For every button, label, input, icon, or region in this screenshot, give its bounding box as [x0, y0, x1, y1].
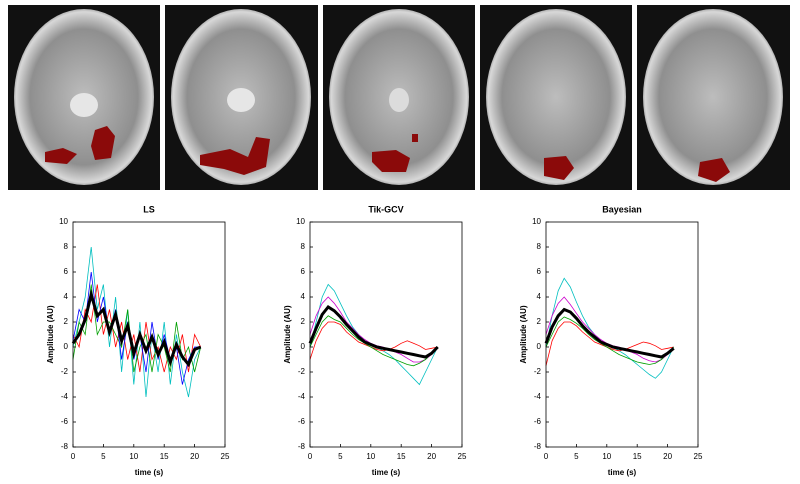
y-tick-label: 10 [59, 217, 68, 226]
y-tick-label: 10 [296, 217, 305, 226]
x-tick-label: 0 [71, 452, 76, 461]
x-tick-label: 0 [308, 452, 313, 461]
data-line [309, 321, 438, 360]
data-line [545, 321, 674, 366]
data-line [308, 305, 439, 359]
x-tick-label: 5 [574, 452, 579, 461]
plot-frame [309, 221, 463, 448]
y-tick-label: 8 [64, 242, 69, 251]
y-tick-label: -4 [61, 392, 69, 401]
data-line [309, 283, 439, 386]
x-tick-label: 5 [338, 452, 343, 461]
data-line [545, 316, 674, 365]
y-tick-label: 2 [301, 317, 306, 326]
y-tick-label: -8 [534, 442, 542, 451]
brain-slice [8, 5, 160, 190]
x-tick-label: 20 [663, 452, 672, 461]
y-tick-label: -4 [534, 392, 542, 401]
y-tick-label: 6 [64, 267, 69, 276]
x-tick-label: 5 [101, 452, 106, 461]
y-tick-label: -2 [298, 367, 306, 376]
x-tick-label: 20 [190, 452, 199, 461]
x-tick-label: 15 [633, 452, 642, 461]
brain-slice [480, 5, 632, 190]
y-tick-label: 8 [537, 242, 542, 251]
plot-frame [72, 221, 226, 448]
y-tick-label: 8 [301, 242, 306, 251]
x-axis-label: time (s) [135, 468, 164, 477]
data-line [309, 315, 438, 367]
y-tick-label: -8 [298, 442, 306, 451]
x-tick-label: 25 [694, 452, 703, 461]
y-tick-label: -6 [61, 417, 69, 426]
x-axis-label: time (s) [372, 468, 401, 477]
y-tick-label: 6 [537, 267, 542, 276]
x-tick-label: 25 [221, 452, 230, 461]
x-tick-label: 25 [458, 452, 467, 461]
chart-title: LS [143, 204, 155, 214]
y-tick-label: 0 [537, 342, 542, 351]
brain-slice [165, 5, 318, 190]
y-tick-label: 6 [301, 267, 306, 276]
brain-slice [323, 5, 475, 190]
y-tick-label: -2 [61, 367, 69, 376]
y-axis-label: Amplitude (AU) [283, 305, 292, 364]
x-tick-label: 10 [129, 452, 138, 461]
x-tick-label: 20 [427, 452, 436, 461]
y-tick-label: -6 [298, 417, 306, 426]
y-tick-label: 4 [64, 292, 69, 301]
y-axis-label: Amplitude (AU) [46, 305, 55, 364]
plot-frame [545, 221, 699, 448]
y-tick-label: 2 [537, 317, 542, 326]
chart-title: Tik-GCV [368, 204, 403, 214]
x-tick-label: 10 [366, 452, 375, 461]
y-tick-label: 10 [532, 217, 541, 226]
chart-title: Bayesian [602, 204, 642, 214]
x-tick-label: 10 [602, 452, 611, 461]
y-tick-label: -6 [534, 417, 542, 426]
x-tick-label: 15 [397, 452, 406, 461]
y-tick-label: -8 [61, 442, 69, 451]
y-tick-label: 4 [537, 292, 542, 301]
y-tick-label: -4 [298, 392, 306, 401]
data-line [545, 296, 675, 363]
y-tick-label: 2 [64, 317, 69, 326]
x-axis-label: time (s) [608, 468, 637, 477]
data-line [72, 246, 202, 398]
x-tick-label: 0 [544, 452, 549, 461]
y-tick-label: 0 [64, 342, 69, 351]
data-line [71, 288, 202, 368]
data-line [544, 307, 675, 359]
y-tick-label: 0 [301, 342, 306, 351]
y-tick-label: -2 [534, 367, 542, 376]
x-tick-label: 15 [160, 452, 169, 461]
y-axis-label: Amplitude (AU) [519, 305, 528, 364]
brain-slices [8, 5, 790, 190]
y-tick-label: 4 [301, 292, 306, 301]
brain-slice [637, 5, 790, 190]
